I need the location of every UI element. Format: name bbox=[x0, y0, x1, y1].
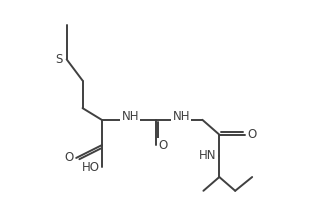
Text: HN: HN bbox=[199, 149, 217, 162]
Text: O: O bbox=[64, 151, 74, 165]
Text: O: O bbox=[158, 139, 167, 152]
Text: HO: HO bbox=[82, 161, 100, 174]
Text: NH: NH bbox=[172, 110, 190, 123]
Text: O: O bbox=[247, 128, 257, 141]
Text: NH: NH bbox=[121, 110, 139, 123]
Text: S: S bbox=[55, 53, 63, 66]
